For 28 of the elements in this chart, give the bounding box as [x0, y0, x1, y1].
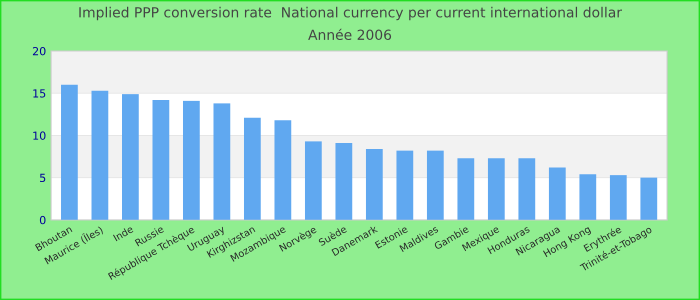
bar — [640, 178, 658, 220]
bar — [92, 90, 108, 220]
x-tick-label: Inde — [112, 225, 134, 242]
bar — [122, 94, 139, 220]
y-tick-label: 15 — [33, 89, 46, 98]
y-tick-label: 5 — [40, 174, 46, 182]
y-tick-label: 10 — [33, 131, 46, 140]
bar — [548, 168, 566, 220]
bar — [579, 174, 596, 220]
bar — [304, 141, 322, 220]
bar — [244, 118, 261, 220]
bar — [488, 158, 505, 220]
bar — [213, 103, 230, 220]
bar — [457, 158, 474, 220]
bar — [396, 150, 414, 220]
bar — [426, 150, 444, 220]
bar — [152, 100, 170, 220]
chart-title: Implied PPP conversion rate National currency per current international dollar — [79, 6, 622, 20]
bar — [274, 120, 292, 220]
bar — [335, 143, 352, 220]
bar — [61, 84, 78, 220]
y-tick-label: 0 — [40, 216, 46, 224]
bar — [366, 148, 383, 220]
bar — [518, 158, 536, 220]
y-tick-label: 20 — [32, 46, 46, 56]
chart-subtitle: Année 2006 — [308, 28, 392, 40]
bar — [610, 175, 627, 220]
bar — [182, 100, 200, 220]
